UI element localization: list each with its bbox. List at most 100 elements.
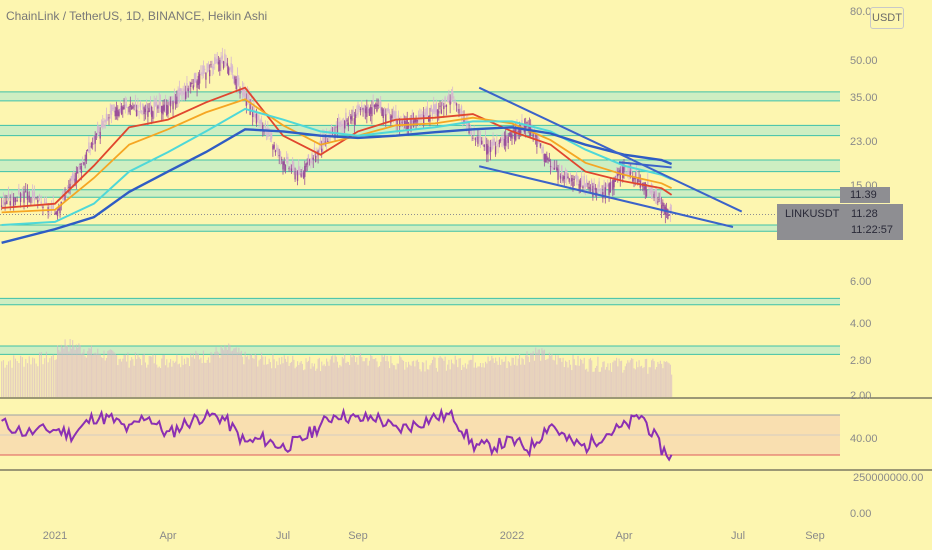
price-tick-label: 6.00 [850,276,871,288]
volume-bar [248,359,250,397]
candle-body [157,106,159,109]
candle-body [402,118,405,124]
volume-bar [244,351,246,397]
candle-body [162,105,164,115]
volume-bar [487,356,489,397]
volume-bar [199,359,201,397]
volume-bar [428,369,430,397]
candle-body [284,164,287,171]
volume-bar [511,357,513,397]
candle-body [451,91,454,99]
volume-bar [528,362,531,397]
volume-bar [644,359,646,397]
candle-body [617,173,619,177]
candle-body [14,197,17,203]
candle-body [96,125,99,136]
candle-body [458,109,460,114]
volume-bar [477,366,479,397]
volume-bar [311,363,313,397]
candle-body [281,159,283,161]
volume-bar [242,356,244,397]
volume-bar [258,360,260,397]
volume-bar [312,366,314,397]
candle-body [481,140,483,145]
candle-body [305,163,307,168]
candle-body [74,178,76,186]
volume-bar [55,359,57,397]
volume-bar [532,351,534,397]
volume-bar [298,365,300,397]
candle-body [504,135,507,146]
volume-bar [561,361,563,397]
volume-bar [57,345,59,397]
currency-badge[interactable]: USDT [870,7,904,29]
volume-bar [84,356,86,397]
candle-body [11,193,13,201]
volume-bar [159,368,162,397]
volume-bar [426,369,429,397]
volume-bar [515,356,517,397]
candle-body [224,53,226,61]
candle-body [546,155,548,160]
volume-bar [497,364,499,397]
volume-bar [149,356,152,397]
volume-bar [613,360,615,397]
volume-bar [669,364,671,397]
candle-body [19,193,22,202]
candle-body [327,141,329,143]
candle-body [345,112,347,122]
candle-body [359,109,362,111]
volume-bar [200,357,202,397]
candle-body [430,105,432,112]
candle-body [551,166,553,169]
volume-bar [332,355,334,397]
volume-bar [266,364,268,397]
last-price-upper-value: 11.39 [850,189,877,201]
volume-bar [119,358,121,397]
volume-bar [457,367,459,397]
volume-bar [100,357,103,397]
volume-bar [454,355,456,397]
volume-bar [324,366,326,397]
candle-body [233,76,235,80]
volume-bar [259,358,261,397]
volume-bar [261,352,263,397]
volume-bar [396,363,398,397]
candle-body [68,186,70,188]
volume-bar [663,361,665,397]
volume-bar [538,349,540,397]
volume-bar [498,357,500,397]
volume-bar [356,357,358,397]
volume-bar [550,355,552,397]
candle-body [496,140,498,143]
sr-zone [0,224,840,232]
candle-body [543,154,546,162]
volume-bar [255,355,258,397]
candle-body [196,81,198,88]
volume-bar [407,361,410,397]
volume-bar [133,365,135,397]
volume-bar [352,355,354,397]
candle-body [415,118,417,126]
candle-body [374,104,377,107]
volume-bar [124,354,126,397]
candle-body [436,109,439,119]
volume-bar [362,361,364,397]
candle-body [214,57,216,65]
volume-bar [510,365,512,397]
volume-bar [406,367,408,397]
candle-body [201,72,203,77]
candle-body [582,186,584,189]
volume-bar [290,361,293,397]
volume-bar [372,358,374,397]
volume-bar [170,359,172,397]
candle-body [492,139,494,146]
candle-body [380,101,382,111]
volume-bar [75,344,77,397]
sr-zone [0,160,840,172]
candle-body [354,114,357,118]
candle-body [18,188,20,194]
candle-body [304,166,306,177]
candle-body [566,170,568,180]
